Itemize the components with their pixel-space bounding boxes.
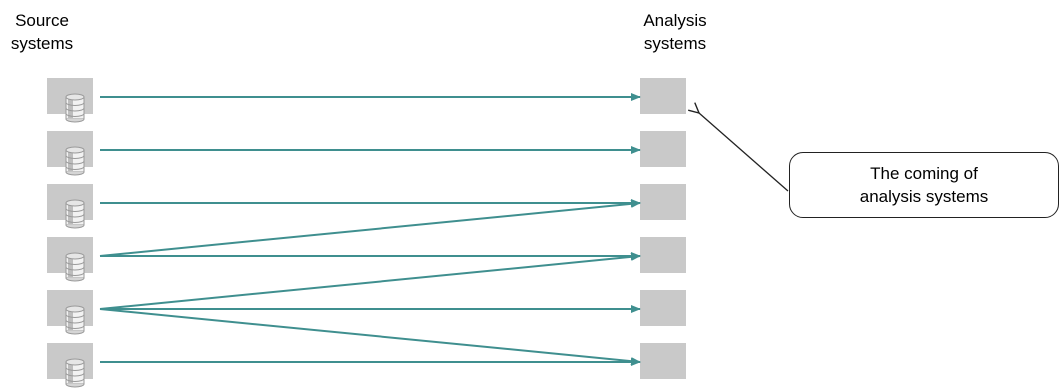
callout-box: The coming of analysis systems	[789, 152, 1059, 218]
analysis-heading-line-1: Analysis	[643, 11, 707, 30]
source-system-1	[47, 78, 93, 123]
analysis-system-3	[640, 184, 686, 220]
connection-arrow-4	[99, 199, 641, 257]
callout-line-1: The coming of	[870, 164, 978, 183]
analysis-systems-column	[640, 78, 686, 379]
analysis-system-2	[640, 131, 686, 167]
analysis-systems-heading: Analysis systems	[638, 9, 712, 55]
database-icon	[65, 199, 85, 229]
database-icon	[65, 93, 85, 123]
analysis-system-6	[640, 343, 686, 379]
source-heading-line-2: systems	[10, 34, 74, 53]
database-icon	[65, 146, 85, 176]
analysis-system-4	[640, 237, 686, 273]
connection-arrow-6	[99, 252, 641, 310]
database-icon	[65, 252, 85, 282]
database-icon	[65, 305, 85, 335]
source-system-3	[47, 184, 93, 229]
connection-arrow-8	[99, 308, 641, 366]
source-systems-column	[47, 78, 93, 388]
database-icon	[65, 358, 85, 388]
source-heading-line-1: Source	[15, 11, 69, 30]
source-systems-heading: Source systems	[6, 9, 78, 55]
source-system-6	[47, 343, 93, 388]
callout-line-2: analysis systems	[859, 187, 989, 206]
analysis-heading-line-2: systems	[643, 34, 707, 53]
connection-arrows	[99, 93, 641, 366]
source-system-2	[47, 131, 93, 176]
analysis-system-5	[640, 290, 686, 326]
callout-pointer-arrow	[699, 113, 789, 192]
source-system-5	[47, 290, 93, 335]
analysis-system-1	[640, 78, 686, 114]
source-system-4	[47, 237, 93, 282]
